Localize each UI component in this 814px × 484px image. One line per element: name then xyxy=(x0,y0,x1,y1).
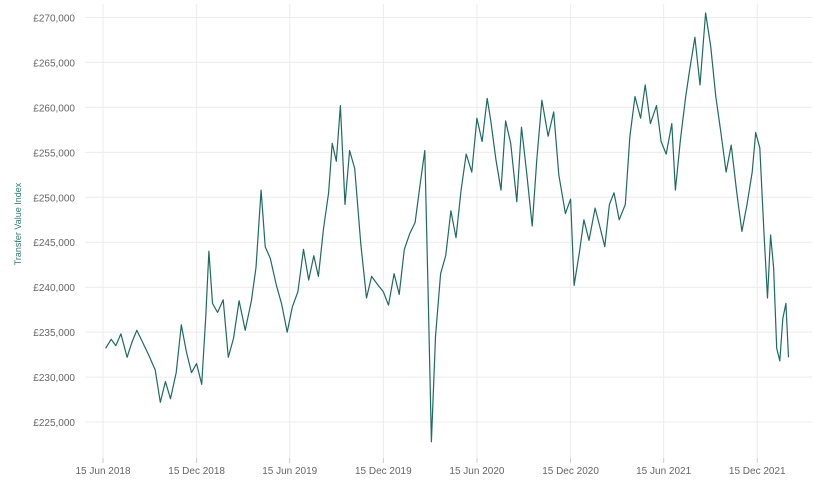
y-tick-label: £255,000 xyxy=(33,148,75,159)
y-axis-label: Transfer Value Index xyxy=(13,182,23,265)
y-tick-label: £270,000 xyxy=(33,13,75,24)
x-tick-label: 15 Dec 2020 xyxy=(542,466,599,477)
y-tick-label: £245,000 xyxy=(33,238,75,249)
x-tick-label: 15 Jun 2020 xyxy=(449,466,504,477)
y-tick-label: £250,000 xyxy=(33,193,75,204)
y-tick-label: £235,000 xyxy=(33,328,75,339)
x-tick-label: 15 Dec 2021 xyxy=(729,466,786,477)
y-tick-label: £230,000 xyxy=(33,373,75,384)
grid xyxy=(85,4,812,458)
x-tick-label: 15 Dec 2019 xyxy=(355,466,412,477)
y-tick-label: £240,000 xyxy=(33,283,75,294)
y-tick-label: £225,000 xyxy=(33,418,75,429)
x-axis: 15 Jun 2018 15 Dec 2018 15 Jun 2019 15 Dec … xyxy=(75,458,786,477)
x-tick-label: 15 Jun 2019 xyxy=(262,466,317,477)
series xyxy=(105,12,790,443)
y-axis: £225,000 £230,000 £235,000 £240,000 £245,000… xyxy=(33,13,75,429)
series-line xyxy=(105,12,790,443)
y-tick-label: £265,000 xyxy=(33,58,75,69)
y-tick-label: £260,000 xyxy=(33,103,75,114)
x-tick-label: 15 Jun 2021 xyxy=(636,466,691,477)
x-tick-label: 15 Dec 2018 xyxy=(168,466,225,477)
x-tick-label: 15 Jun 2018 xyxy=(75,466,130,477)
